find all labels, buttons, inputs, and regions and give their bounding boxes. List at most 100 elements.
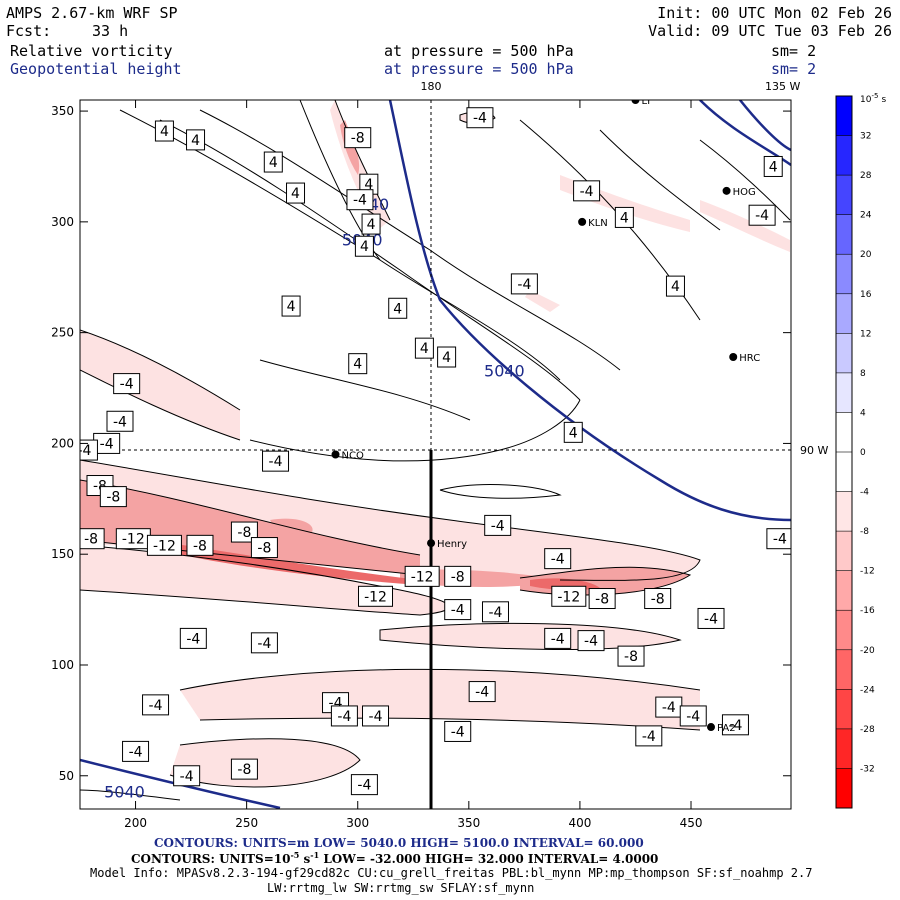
colorbar-swatch (836, 254, 852, 294)
field1-level: at pressure = 500 hPa (384, 42, 574, 60)
label-box (173, 765, 201, 787)
label-box (665, 275, 685, 297)
y-tick-label: 150 (51, 547, 74, 561)
colorbar-swatch (836, 768, 852, 808)
vorticity-contour-label: -8 (644, 588, 672, 610)
vorticity-contour-label: -4 (250, 632, 278, 654)
label-text: 4 (360, 239, 369, 255)
vorticity-contour-label: -4 (635, 725, 663, 747)
label-box (361, 213, 381, 235)
colorbar-tick-label: -32 (860, 764, 875, 774)
colorbar-swatch (836, 372, 852, 413)
contour-layer: 5040504050405040 4444444444444444-4-4-4-… (77, 100, 791, 809)
vorticity-contour-label: -12 (551, 585, 587, 607)
vorticity-contour-label: 4 (614, 206, 634, 228)
label-text: -4 (353, 193, 367, 209)
model-info-2: LW:rrtmg_lw SW:rrtmg_sw SFLAY:sf_mynn (267, 881, 535, 895)
label-box (573, 180, 601, 202)
vorticity-contour-label: 4 (388, 297, 408, 319)
label-box (644, 588, 672, 610)
colorbar-swatch (836, 333, 852, 373)
label-text: -4 (489, 605, 503, 621)
y-tick-label: 350 (51, 104, 74, 118)
vorticity-contour-label: -4 (444, 720, 472, 742)
label-box (142, 694, 170, 716)
label-text: -8 (237, 525, 251, 541)
colorbar-swatch (836, 570, 852, 611)
label-box (263, 151, 283, 173)
label-box (563, 421, 583, 443)
vorticity-contour-label: -4 (444, 599, 472, 621)
model-info: Model Info: MPASv8.2.3-194-gf29cd82c CU:… (90, 866, 813, 880)
vorticity-contour-label: -4 (362, 705, 390, 727)
label-text: -4 (186, 631, 200, 647)
label-text: -4 (100, 436, 114, 452)
label-text: -4 (149, 698, 163, 714)
label-box (250, 632, 278, 654)
vorticity-contour-label: 4 (186, 129, 206, 151)
vorticity-contour-label: -4 (544, 627, 572, 649)
station-marker (427, 539, 436, 548)
colorbar-swatch (836, 175, 852, 215)
vorticity-contour-label: -4 (481, 601, 509, 623)
colorbar-tick-label: 24 (860, 211, 872, 221)
label-text: 4 (393, 301, 402, 317)
label-box (330, 705, 358, 727)
label-text: -4 (642, 729, 656, 745)
y-tick-label: 200 (51, 436, 74, 450)
label-text: -4 (728, 718, 742, 734)
label-text: -8 (351, 131, 365, 147)
height-contour-label: 5040 (104, 782, 145, 801)
parallel-label: 90 W (800, 444, 828, 457)
label-text: 4 (442, 350, 451, 366)
label-text: -12 (122, 532, 145, 548)
vorticity-contour-label: -4 (262, 450, 290, 472)
vorticity-contour-label: -4 (468, 681, 496, 703)
label-text: -4 (129, 744, 143, 760)
label-text: -4 (120, 377, 134, 393)
label-text: -8 (237, 762, 251, 778)
label-box (635, 725, 663, 747)
vorticity-contour-label: -4 (721, 714, 749, 736)
vorticity-contour-label: -8 (344, 127, 372, 149)
label-box (230, 758, 258, 780)
vorticity-contour-label: -4 (346, 189, 374, 211)
label-text: -4 (662, 700, 676, 716)
label-box (348, 353, 368, 375)
label-text: -8 (624, 649, 638, 665)
vorticity-contour-label: -12 (115, 528, 151, 550)
label-box (588, 588, 616, 610)
vorticity-contour-label: -4 (510, 273, 538, 295)
label-text: -4 (77, 443, 91, 459)
vorticity-contour-label: 4 (354, 235, 374, 257)
vorticity-contour-label: -4 (655, 696, 683, 718)
label-text: -4 (113, 414, 127, 430)
y-tick-label: 100 (51, 658, 74, 672)
label-text: -8 (595, 592, 609, 608)
label-box (262, 450, 290, 472)
vorticity-contour-label: -4 (350, 774, 378, 796)
colorbar-tick-label: -16 (860, 606, 875, 616)
vorticity-contour-label: -4 (697, 607, 725, 629)
label-text: -4 (551, 552, 565, 568)
label-text: -12 (557, 589, 580, 605)
vorticity-contour-label: -8 (588, 588, 616, 610)
colorbar-swatch (836, 412, 852, 452)
label-box (444, 599, 472, 621)
vorticity-contour-label: 4 (348, 353, 368, 375)
label-text: -4 (473, 111, 487, 127)
label-box (721, 714, 749, 736)
vorticity-contour-label: -4 (173, 765, 201, 787)
label-text: 4 (671, 279, 680, 295)
colorbar-swatch (836, 491, 852, 532)
label-box (362, 705, 390, 727)
vorticity-contour-label: -8 (444, 565, 472, 587)
station-name: Henry (437, 539, 467, 550)
label-box (230, 521, 258, 543)
label-box (484, 514, 512, 536)
x-tick-label: 250 (235, 816, 258, 830)
label-box (146, 534, 182, 556)
colorbar-swatch (836, 531, 852, 571)
label-box (437, 346, 457, 368)
label-box (154, 120, 174, 142)
